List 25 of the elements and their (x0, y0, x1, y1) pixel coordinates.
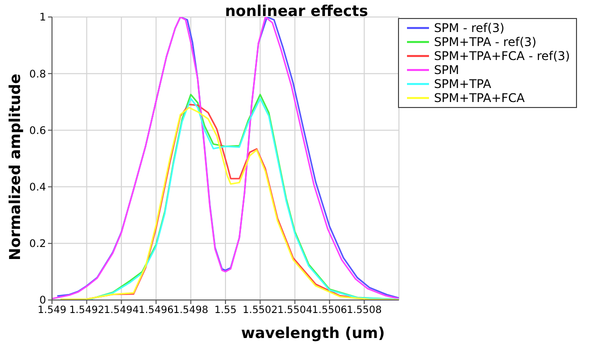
legend-label: SPM+TPA (434, 77, 492, 91)
legend-label: SPM (434, 63, 460, 77)
x-tick-label: 1.5498 (173, 305, 208, 316)
chart-title: nonlinear effects (224, 2, 368, 20)
x-tick-label: 1.5494 (104, 305, 139, 316)
y-tick-label: 1 (39, 12, 46, 24)
x-tick-label: 1.5492 (69, 305, 104, 316)
x-tick-label: 1.549 (38, 305, 66, 316)
y-tick-label: 0.2 (29, 238, 46, 250)
legend-label: SPM+TPA+FCA (434, 91, 525, 105)
legend-label: SPM+TPA - ref(3) (434, 35, 536, 49)
x-tick-label: 1.5504 (277, 305, 312, 316)
y-tick-label: 0.4 (29, 182, 46, 194)
y-tick-label: 0.6 (29, 124, 46, 137)
y-tick-label: 0.8 (29, 68, 46, 80)
x-tick-label: 1.5496 (138, 305, 174, 316)
x-tick-label: 1.5508 (346, 305, 382, 316)
x-axis-title: wavelength (um) (240, 324, 386, 342)
x-tick-label: 1.5506 (312, 305, 348, 316)
y-tick-label: 0 (39, 294, 46, 307)
legend-label: SPM+TPA+FCA - ref(3) (434, 49, 570, 63)
x-tick-label: 1.55 (214, 305, 237, 316)
legend-label: SPM - ref(3) (434, 21, 504, 35)
y-axis-title: Normalized amplitude (6, 72, 24, 262)
x-tick-label: 1.5502 (242, 305, 278, 316)
